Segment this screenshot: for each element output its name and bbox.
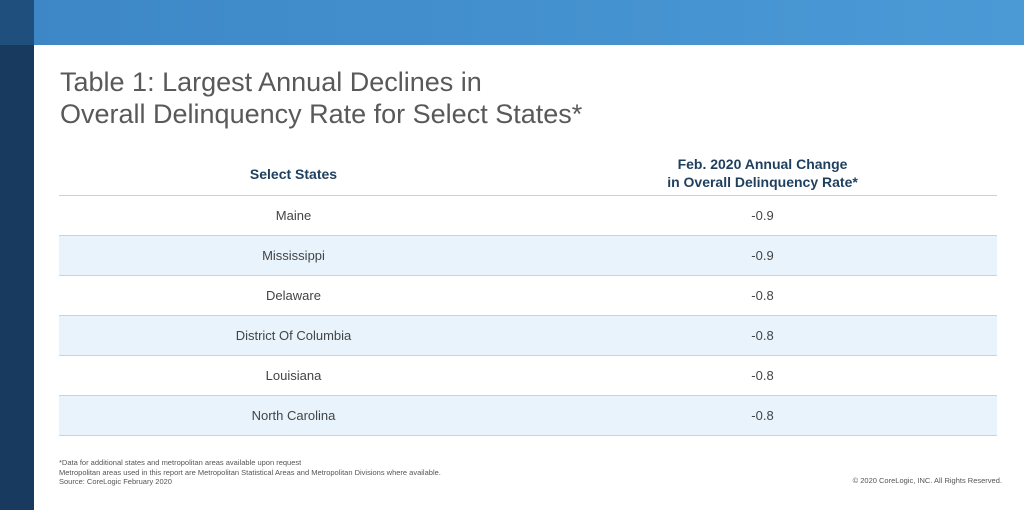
change-cell: -0.8 bbox=[751, 328, 774, 343]
delinquency-table: Select States Feb. 2020 Annual Change in… bbox=[59, 150, 997, 436]
change-cell: -0.9 bbox=[751, 208, 774, 223]
header-annual-change-line1: Feb. 2020 Annual Change bbox=[677, 155, 848, 172]
table-title-line1: Table 1: Largest Annual Declines in bbox=[60, 67, 482, 97]
top-banner bbox=[34, 0, 1024, 45]
table-row: Mississippi -0.9 bbox=[59, 236, 997, 276]
state-cell: Maine bbox=[275, 208, 312, 223]
change-cell: -0.8 bbox=[751, 368, 774, 383]
table-row: District Of Columbia -0.8 bbox=[59, 316, 997, 356]
change-cell: -0.8 bbox=[751, 288, 774, 303]
footnotes: *Data for additional states and metropol… bbox=[59, 458, 441, 487]
header-annual-change-line2: in Overall Delinquency Rate* bbox=[667, 173, 858, 190]
table-row: Louisiana -0.8 bbox=[59, 356, 997, 396]
table-row: Delaware -0.8 bbox=[59, 276, 997, 316]
footnote-source: Source: CoreLogic February 2020 bbox=[59, 477, 172, 486]
table-row: Maine -0.9 bbox=[59, 196, 997, 236]
state-cell: Louisiana bbox=[265, 368, 322, 383]
header-annual-change: Feb. 2020 Annual Change in Overall Delin… bbox=[528, 150, 997, 195]
state-cell: District Of Columbia bbox=[235, 328, 352, 343]
header-select-states: Select States bbox=[249, 165, 338, 182]
copyright-notice: © 2020 CoreLogic, INC. All Rights Reserv… bbox=[852, 476, 1002, 485]
change-cell: -0.9 bbox=[751, 248, 774, 263]
table-row: North Carolina -0.8 bbox=[59, 396, 997, 436]
table-title-line2: Overall Delinquency Rate for Select Stat… bbox=[60, 99, 583, 129]
change-cell: -0.8 bbox=[751, 408, 774, 423]
table-title: Table 1: Largest Annual Declines in Over… bbox=[60, 66, 960, 130]
state-cell: Delaware bbox=[266, 288, 321, 303]
left-accent-bar bbox=[0, 0, 34, 510]
state-cell: North Carolina bbox=[251, 408, 336, 423]
state-cell: Mississippi bbox=[262, 248, 325, 263]
table-header-row: Select States Feb. 2020 Annual Change in… bbox=[59, 150, 997, 196]
footnote-line: Metropolitan areas used in this report a… bbox=[59, 467, 441, 477]
left-accent-cap bbox=[0, 0, 34, 45]
footnote-line: *Data for additional states and metropol… bbox=[59, 458, 302, 467]
